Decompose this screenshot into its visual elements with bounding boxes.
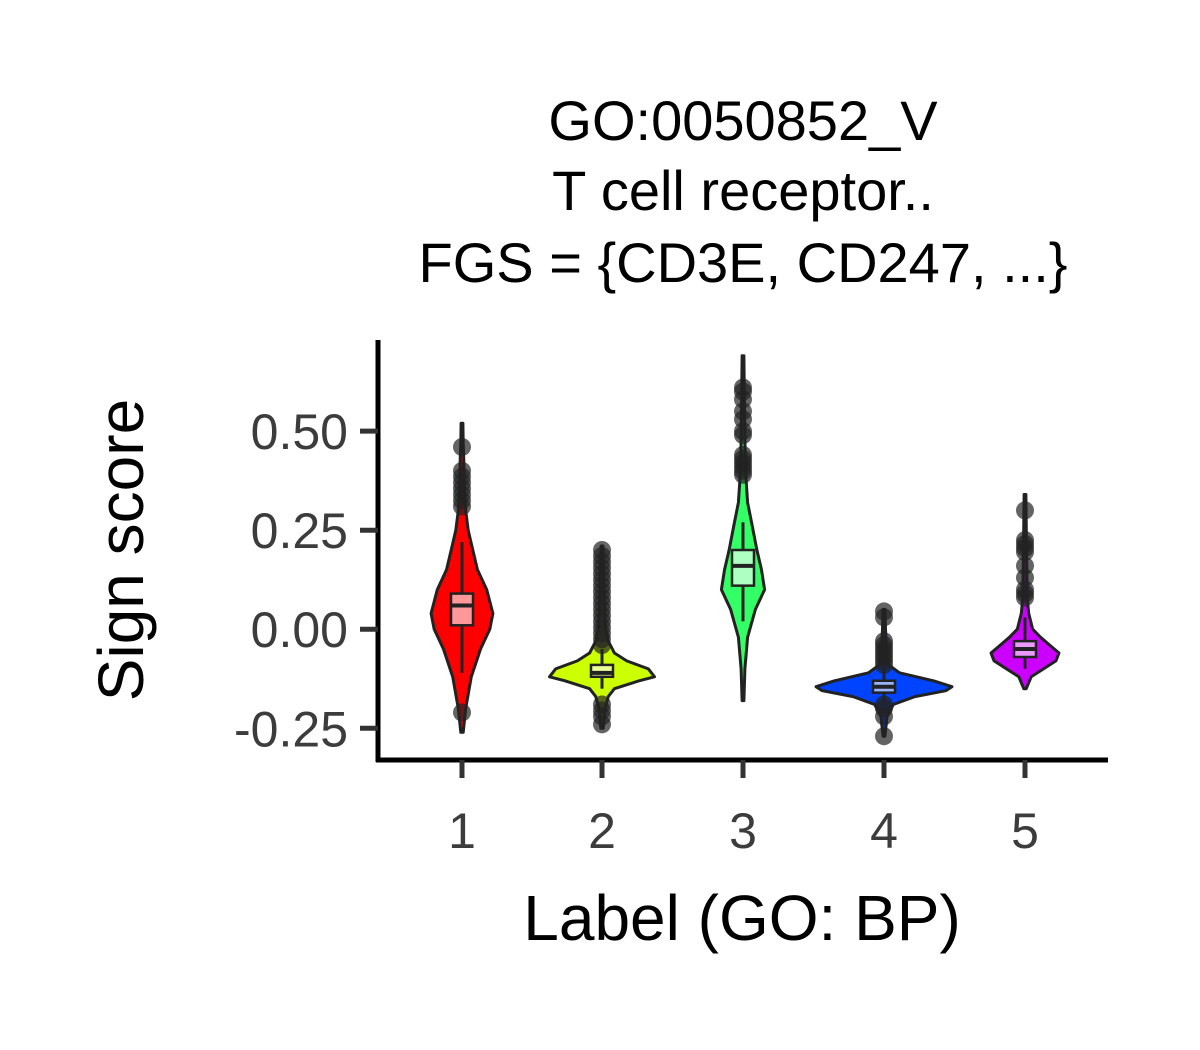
series-5 [989, 493, 1061, 691]
series-1 [429, 421, 495, 734]
outlier-5-0 [1016, 501, 1034, 520]
y-tick-label-3: 0.50 [251, 404, 348, 460]
outlier-1-7 [453, 497, 471, 516]
outlier-3-6 [734, 426, 752, 445]
x-tick-label-3: 4 [870, 803, 898, 859]
x-tick-label-1: 2 [588, 803, 616, 859]
outlier-5-9 [1016, 588, 1034, 607]
title-line-3: FGS = {CD3E, CD247, ...} [419, 231, 1068, 294]
y-axis-label: Sign score [85, 399, 157, 701]
y-tick-label-2: 0.25 [251, 503, 348, 559]
outlier-2-20 [593, 715, 611, 734]
y-tick-label-1: 0.00 [251, 602, 348, 658]
title-line-2: T cell receptor.. [552, 159, 934, 222]
outlier-4-8 [875, 655, 893, 674]
box-1 [449, 592, 475, 627]
series-2 [548, 541, 656, 734]
outlier-2-16 [593, 636, 611, 655]
outlier-1-0 [453, 437, 471, 456]
y-tick-label-0: -0.25 [234, 701, 348, 757]
outlier-3-12 [734, 465, 752, 484]
outlier-4-1 [875, 608, 893, 627]
x-tick-label-4: 5 [1011, 803, 1039, 859]
outlier-5-4 [1016, 542, 1034, 561]
series-3 [719, 354, 767, 703]
x-tick-label-2: 3 [729, 803, 757, 859]
plot-area [429, 354, 1061, 746]
x-axis-label: Label (GO: BP) [523, 882, 961, 954]
outlier-1-8 [453, 703, 471, 722]
x-tick-label-0: 1 [448, 803, 476, 859]
chart-title: GO:0050852_V T cell receptor.. FGS = {CD… [419, 89, 1068, 294]
title-line-1: GO:0050852_V [548, 89, 938, 152]
outlier-4-12 [875, 727, 893, 746]
outlier-4-11 [875, 707, 893, 726]
axes: -0.25 0.00 0.25 0.50 1 2 3 4 5 [234, 340, 1108, 859]
series-4 [814, 602, 954, 746]
